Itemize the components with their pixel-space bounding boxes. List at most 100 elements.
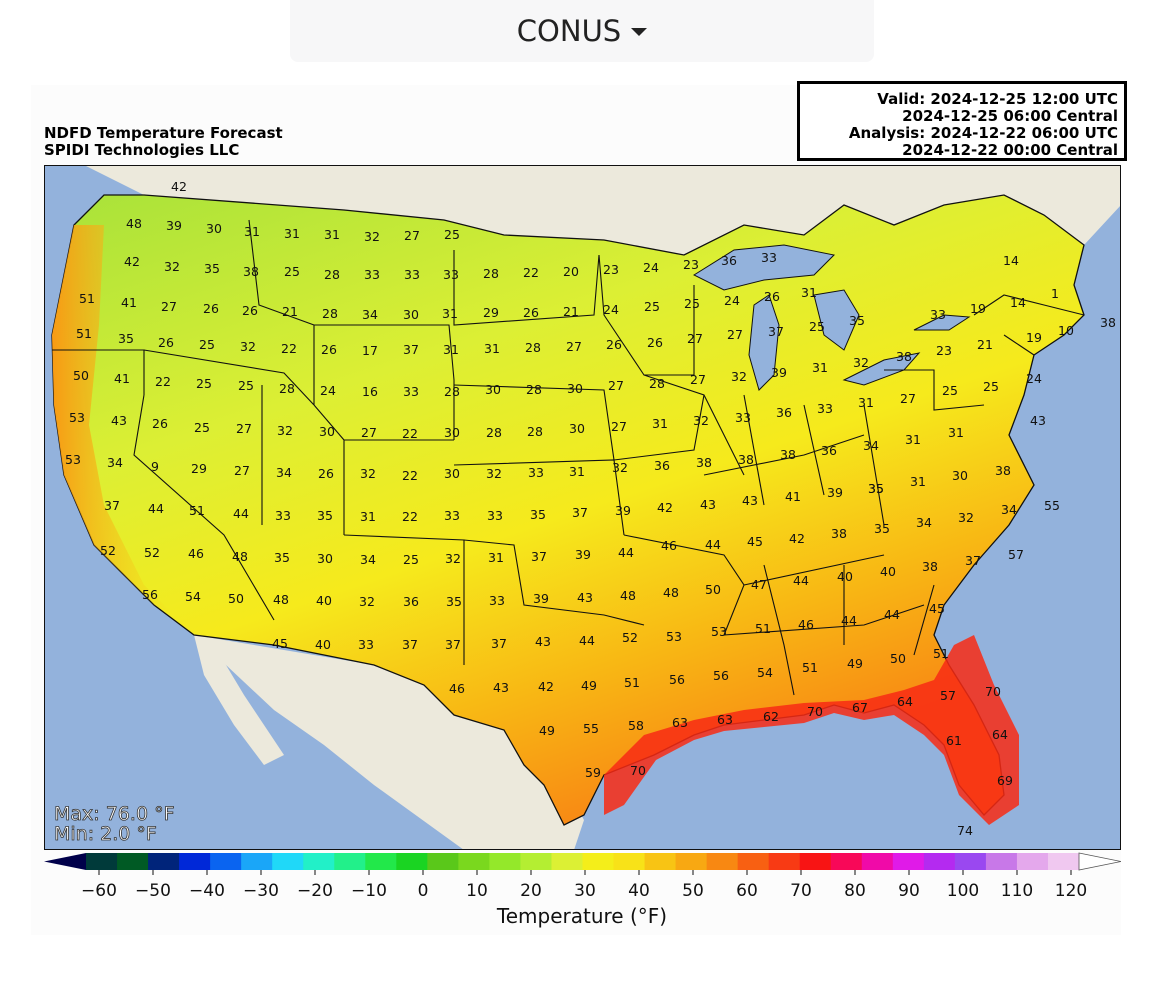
temp-label: 32 (693, 413, 709, 428)
region-dropdown-label: CONUS (516, 14, 622, 48)
temp-label: 30 (403, 307, 419, 322)
temp-label: 37 (768, 324, 784, 339)
temp-label: 48 (232, 549, 248, 564)
lake-erie (842, 352, 921, 386)
temp-label: 26 (158, 335, 174, 350)
temp-label: 48 (663, 585, 679, 600)
temp-label: 31 (360, 509, 376, 524)
temp-label: 26 (152, 416, 168, 431)
temp-label: 55 (1044, 498, 1060, 513)
temp-label: 30 (952, 468, 968, 483)
forecast-figure: NDFD Temperature Forecast SPIDI Technolo… (31, 81, 1127, 935)
temp-label: 22 (402, 468, 418, 483)
temp-label: 38 (780, 447, 796, 462)
temp-label: 10 (1058, 323, 1074, 338)
temp-label: 32 (958, 510, 974, 525)
temp-label: 30 (444, 425, 460, 440)
temp-label: 40 (315, 637, 331, 652)
temp-label: 57 (940, 688, 956, 703)
colorbar-tick-label: 0 (418, 881, 429, 901)
temp-label: 37 (403, 342, 419, 357)
temp-label: 19 (970, 301, 986, 316)
temp-label: 37 (572, 505, 588, 520)
temp-label: 74 (957, 823, 973, 838)
temp-label: 33 (443, 267, 459, 282)
temp-label: 44 (148, 501, 164, 516)
temp-label: 38 (995, 463, 1011, 478)
colorbar-cell (954, 853, 987, 870)
temp-label: 59 (585, 765, 601, 780)
colorbar-cell (985, 853, 1018, 870)
temp-label: 29 (483, 305, 499, 320)
temp-label: 27 (900, 391, 916, 406)
temp-label: 38 (896, 349, 912, 364)
chevron-down-icon (631, 28, 648, 36)
colorbar-tick-label: 60 (736, 881, 758, 901)
temp-label: 49 (847, 656, 863, 671)
temp-label: 56 (142, 587, 158, 602)
colorbar-max-extend (1078, 852, 1121, 871)
colorbar-cell (179, 853, 211, 870)
temp-label: 53 (69, 410, 85, 425)
colorbar-cell (396, 853, 428, 870)
temp-label: 41 (121, 295, 137, 310)
temp-label: 48 (620, 588, 636, 603)
temp-label: 42 (538, 679, 554, 694)
temp-label: 44 (793, 573, 809, 588)
temp-label: 43 (1030, 413, 1046, 428)
colorbar-tick-label: 110 (1001, 881, 1033, 901)
temp-label: 34 (863, 438, 879, 453)
colorbar-cell (892, 853, 925, 870)
temp-label: 25 (196, 376, 212, 391)
temp-label: 53 (65, 452, 81, 467)
colorbar-ticks: −60 −50 −40 −30 −20 −10 0 10 20 30 40 50 60 70 80 90 100… (81, 870, 1087, 901)
temp-label: 25 (199, 337, 215, 352)
lake-huron (813, 289, 860, 351)
temp-label: 52 (100, 543, 116, 558)
temp-label: 25 (983, 379, 999, 394)
temp-label: 49 (539, 723, 555, 738)
temp-label: 48 (126, 216, 142, 231)
colorbar-cell (458, 853, 490, 870)
colorbar-cell (830, 853, 863, 870)
temp-label: 56 (669, 672, 685, 687)
colorbar-tick-label: 40 (628, 881, 650, 901)
colorbar-tick-label: 30 (574, 881, 596, 901)
canada-land (84, 165, 1121, 255)
temp-label: 70 (807, 704, 823, 719)
colorbar-cell (582, 853, 615, 870)
temp-label: 24 (320, 383, 336, 398)
max-temp-stat: Max: 76.0 °F (54, 803, 175, 825)
temp-label: 50 (705, 582, 721, 597)
temp-label: 31 (442, 306, 458, 321)
temp-label: 64 (992, 727, 1008, 742)
temp-label: 28 (483, 266, 499, 281)
region-dropdown[interactable]: CONUS (290, 0, 874, 62)
colorbar-cell (644, 853, 677, 870)
temp-label: 30 (317, 551, 333, 566)
map-title-line2: SPIDI Technologies LLC (44, 141, 240, 159)
colorbar-tick-label: −40 (189, 881, 225, 901)
temp-label: 24 (643, 260, 659, 275)
temp-label: 69 (997, 773, 1013, 788)
colorbar-tick-label: 10 (466, 881, 488, 901)
gulf-coast-hot (604, 635, 1019, 825)
colorbar-cell (334, 853, 366, 870)
temp-label: 41 (785, 489, 801, 504)
colorbar-tick-label: 120 (1055, 881, 1087, 901)
temp-label: 34 (362, 307, 378, 322)
temp-label: 35 (118, 331, 134, 346)
temp-label: 32 (360, 466, 376, 481)
temp-label: 40 (837, 569, 853, 584)
temp-label: 22 (402, 509, 418, 524)
temp-label: 35 (274, 550, 290, 565)
temp-label: 37 (402, 637, 418, 652)
temp-label: 9 (151, 459, 159, 474)
temp-label: 50 (228, 591, 244, 606)
temp-label: 31 (910, 474, 926, 489)
temp-label: 63 (717, 712, 733, 727)
temp-label: 38 (243, 264, 259, 279)
temp-label: 43 (742, 493, 758, 508)
temperature-map: 42 48 39 30 31 31 31 32 27 25 42 32 35 38 25 28 33 33 33 28… (44, 165, 1121, 850)
colorbar-cell (1016, 853, 1049, 870)
